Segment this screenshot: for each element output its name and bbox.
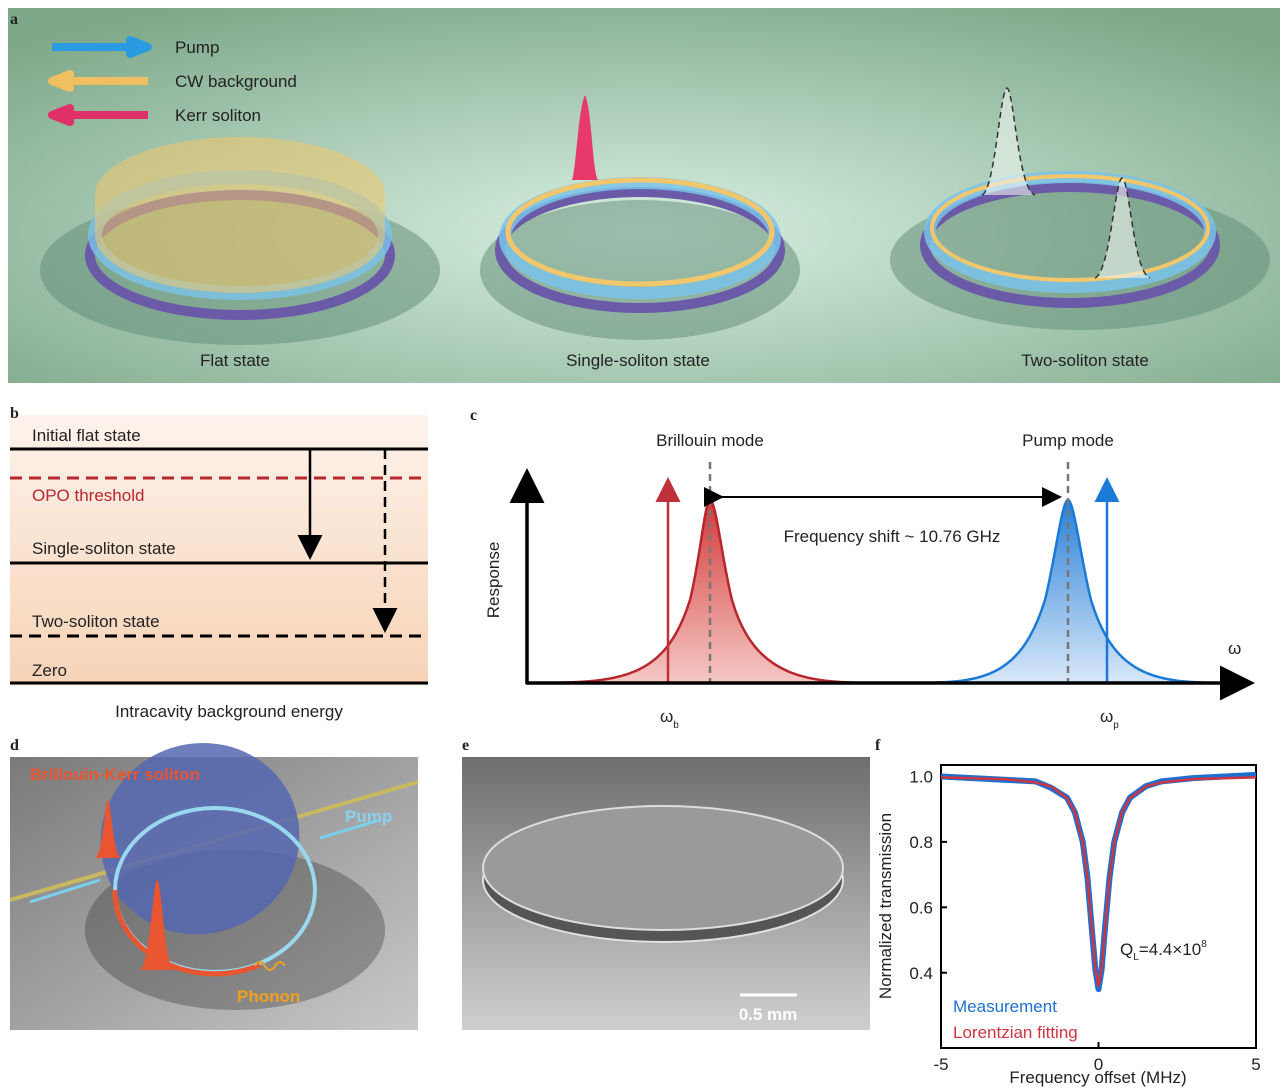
tick-symbol: ω xyxy=(1100,707,1113,726)
panel-label: b xyxy=(10,405,19,422)
panel-e: e 0.5 mm xyxy=(462,737,870,1030)
figure: a Pump CW background Kerr soliton Flat s… xyxy=(0,0,1285,1087)
legend-entry: Lorentzian fitting xyxy=(953,1023,1078,1042)
panel-label: f xyxy=(875,737,881,754)
annotation-symbol: Q xyxy=(1120,940,1133,959)
annotation: Pump xyxy=(345,807,392,826)
tick-sub: b xyxy=(673,720,679,731)
panel-label: a xyxy=(10,11,18,28)
y-tick-label: 0.4 xyxy=(909,964,933,983)
caption: Flat state xyxy=(200,351,270,370)
legend-text: CW background xyxy=(175,72,297,91)
panel-f: f Normalized transmission Frequency offs… xyxy=(875,737,1261,1087)
level-label: Two-soliton state xyxy=(32,612,160,631)
annotation: Brillouin-Kerr soliton xyxy=(30,765,200,784)
caption: Single-soliton state xyxy=(566,351,710,370)
axis-label: ω xyxy=(1228,639,1241,658)
panel-label: c xyxy=(470,407,477,424)
level-label: Single-soliton state xyxy=(32,539,176,558)
mode-label: Brillouin mode xyxy=(656,431,764,450)
panel-label: e xyxy=(462,737,469,754)
legend-entry: Measurement xyxy=(953,997,1057,1016)
caption: Two-soliton state xyxy=(1021,351,1149,370)
mode-label: Pump mode xyxy=(1022,431,1114,450)
annotation-text: =4.4×10 xyxy=(1139,940,1201,959)
tick-sub: p xyxy=(1113,720,1119,731)
x-tick-label: -5 xyxy=(933,1055,948,1074)
tick-symbol: ω xyxy=(660,707,673,726)
panel-d: d Brillouin-Kerr soliton Pump Phonon xyxy=(10,715,418,1030)
level-label: OPO threshold xyxy=(32,486,144,505)
annotation-sup: 8 xyxy=(1201,939,1207,950)
y-tick-label: 0.6 xyxy=(909,898,933,917)
x-tick-label: 0 xyxy=(1094,1055,1103,1074)
y-tick-label: 0.8 xyxy=(909,833,933,852)
axis-label: Response xyxy=(484,542,503,619)
shift-label: Frequency shift ~ 10.76 GHz xyxy=(784,527,1001,546)
panel-c: c Brillouin mode Pump mode Frequency shi… xyxy=(470,407,1248,731)
level-label: Zero xyxy=(32,661,67,680)
legend-text: Pump xyxy=(175,38,219,57)
y-axis-label: Normalized transmission xyxy=(876,813,895,999)
tick-label: ωp xyxy=(1100,707,1119,731)
annotation: QL=4.4×108 xyxy=(1120,939,1207,963)
scale-bar-label: 0.5 mm xyxy=(739,1005,798,1024)
series-line xyxy=(941,777,1256,985)
annotation: Phonon xyxy=(237,987,300,1006)
panel-a: a Pump CW background Kerr soliton Flat s… xyxy=(8,8,1280,383)
y-tick-label: 1.0 xyxy=(909,767,933,786)
x-tick-label: 5 xyxy=(1251,1055,1260,1074)
legend-text: Kerr soliton xyxy=(175,106,261,125)
level-label: Initial flat state xyxy=(32,426,141,445)
axis-label: Intracavity background energy xyxy=(115,702,343,721)
panel-b: b Initial flat state OPO threshold Singl… xyxy=(10,405,428,721)
series-line xyxy=(941,775,1256,989)
panel-label: d xyxy=(10,737,19,754)
tick-label: ωb xyxy=(660,707,679,731)
